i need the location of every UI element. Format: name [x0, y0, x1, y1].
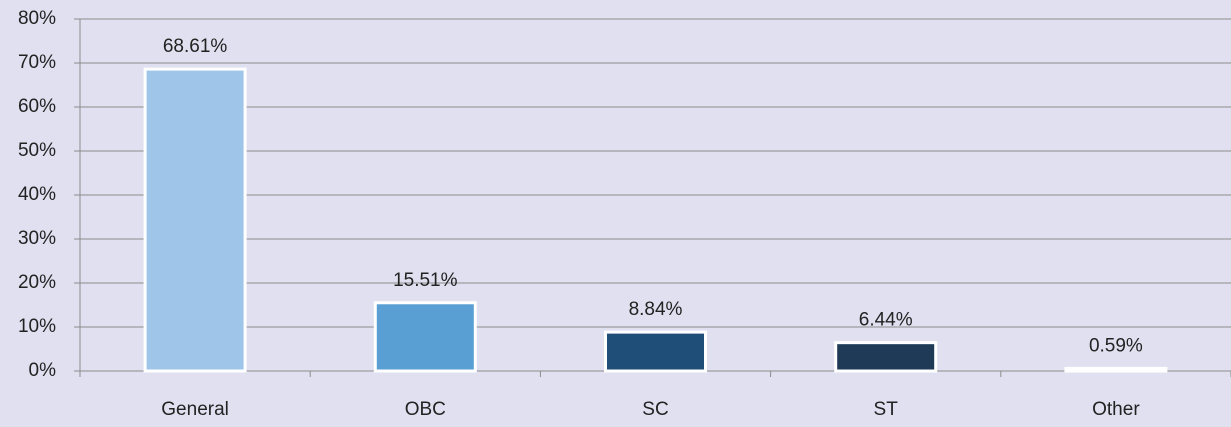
- y-tick-label: 50%: [18, 140, 56, 161]
- y-tick-label: 40%: [18, 184, 56, 205]
- data-label: 0.59%: [1089, 335, 1143, 356]
- data-label: 68.61%: [163, 36, 228, 57]
- y-tick-label: 20%: [18, 272, 56, 293]
- bar: [834, 341, 938, 373]
- x-tick-label: ST: [874, 399, 899, 420]
- y-tick-label: 70%: [18, 52, 56, 73]
- y-tick-label: 80%: [18, 8, 56, 29]
- y-tick-label: 30%: [18, 228, 56, 249]
- x-tick-label: General: [161, 399, 229, 420]
- y-tick-label: 0%: [29, 360, 57, 381]
- y-tick-label: 60%: [18, 96, 56, 117]
- data-label: 8.84%: [629, 299, 683, 320]
- bar: [1064, 366, 1168, 373]
- bar: [143, 67, 247, 373]
- x-tick-label: OBC: [405, 399, 446, 420]
- x-tick-label: Other: [1092, 399, 1140, 420]
- data-label: 15.51%: [393, 270, 458, 291]
- bar: [373, 301, 477, 373]
- y-tick-label: 10%: [18, 316, 56, 337]
- data-label: 6.44%: [859, 310, 913, 331]
- x-tick-label: SC: [642, 399, 668, 420]
- bar: [604, 330, 707, 373]
